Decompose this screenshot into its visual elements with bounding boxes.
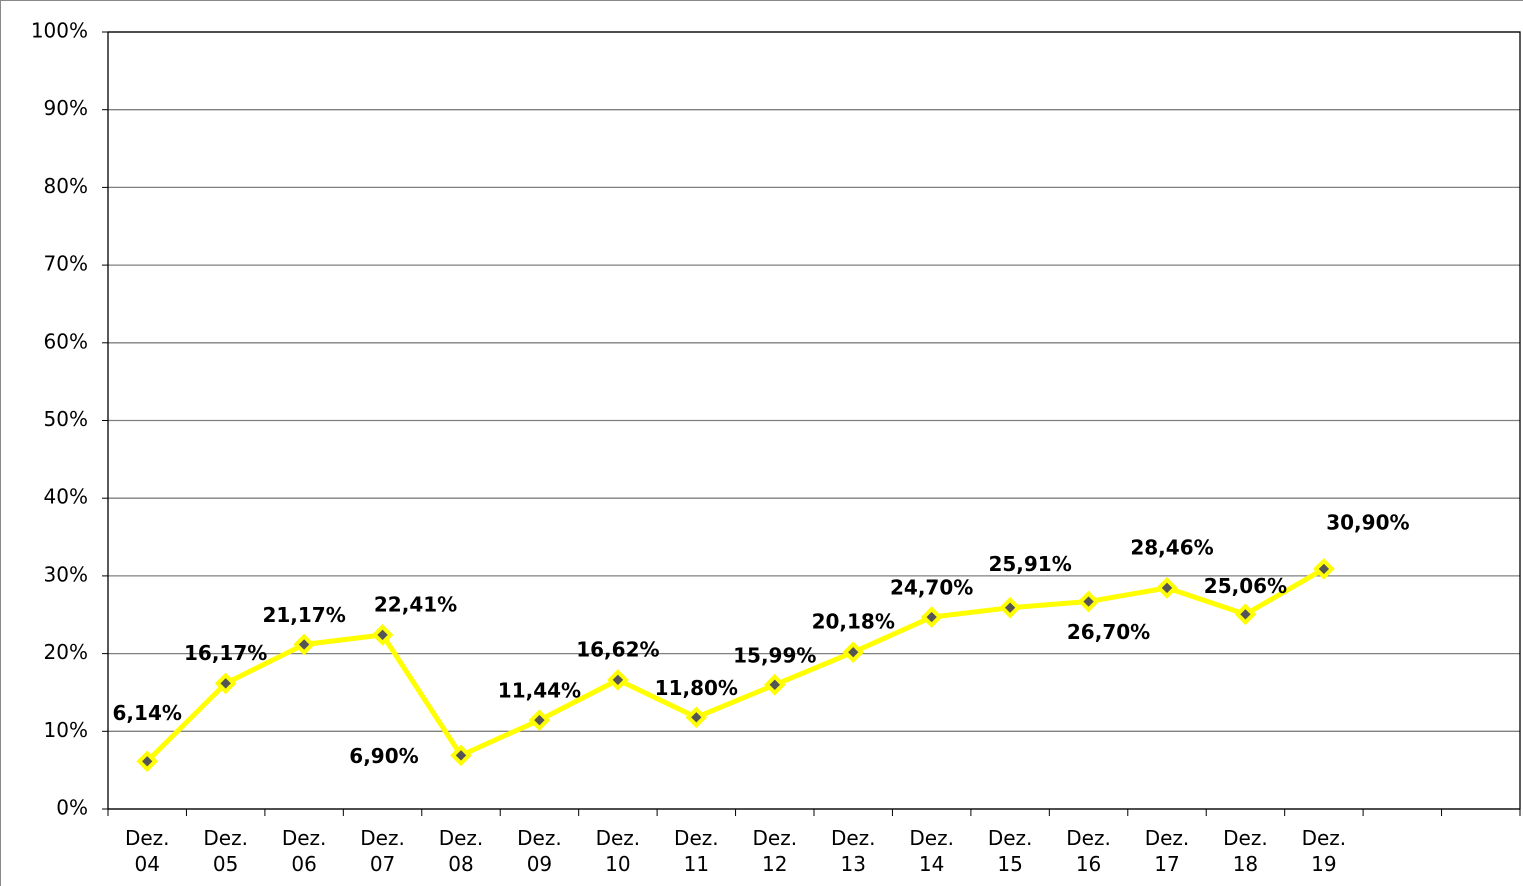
marker: [214, 672, 237, 695]
y-tick-label: 50%: [44, 407, 88, 431]
marker: [1234, 603, 1257, 626]
y-tick-label: 80%: [44, 174, 88, 198]
y-tick-label: 0%: [56, 796, 88, 820]
x-tick-label: Dez. 16: [1066, 826, 1111, 876]
marker: [1313, 558, 1335, 580]
value-label: 6,90%: [349, 744, 418, 768]
value-label: 22,41%: [374, 592, 457, 616]
x-tick-label: Dez. 18: [1223, 826, 1268, 876]
marker: [842, 641, 865, 664]
marker: [528, 709, 551, 731]
y-tick-label: 60%: [44, 329, 88, 353]
y-tick-label: 10%: [44, 718, 88, 742]
marker: [450, 744, 472, 767]
value-label: 16,17%: [184, 641, 267, 665]
x-tick-label: Dez. 04: [124, 826, 170, 876]
x-tick-label: Dez. 07: [360, 826, 405, 876]
x-tick-label: Dez. 19: [1301, 826, 1347, 876]
series-line: [145, 566, 1326, 764]
y-tick-label: 90%: [44, 96, 88, 120]
marker: [371, 624, 394, 646]
x-tick-label: Dez. 09: [517, 826, 562, 876]
value-label: 26,70%: [1067, 620, 1150, 644]
value-label: 6,14%: [113, 701, 182, 725]
y-tick-label: 20%: [44, 640, 88, 664]
value-label: 20,18%: [812, 610, 895, 634]
x-tick-label: Dez. 14: [909, 826, 954, 876]
x-tick-label: Dez. 05: [203, 826, 248, 876]
value-label: 11,44%: [498, 679, 581, 703]
value-label: 30,90%: [1326, 510, 1409, 534]
value-label: 25,91%: [988, 552, 1071, 576]
x-tick-label: Dez. 06: [281, 826, 327, 876]
marker: [1077, 590, 1100, 613]
y-tick-label: 70%: [44, 252, 88, 276]
marker: [1156, 577, 1178, 599]
y-tick-label: 40%: [44, 485, 88, 509]
x-tick-label: Dez. 08: [438, 826, 484, 876]
marker: [607, 669, 629, 691]
value-label: 16,62%: [576, 637, 659, 661]
marker: [920, 606, 943, 628]
x-tick-label: Dez. 15: [987, 826, 1033, 876]
x-tick-label: Dez. 10: [595, 826, 641, 876]
x-tick-label: Dez. 12: [752, 826, 798, 876]
value-label: 21,17%: [262, 603, 345, 627]
marker: [763, 673, 786, 696]
value-label: 11,80%: [655, 676, 738, 700]
x-tick-label: Dez. 13: [830, 826, 876, 876]
y-tick-label: 100%: [31, 19, 88, 43]
marker: [999, 596, 1021, 619]
value-label: 28,46%: [1130, 535, 1213, 559]
value-label: 15,99%: [733, 643, 816, 667]
x-tick-label: Dez. 11: [674, 826, 719, 876]
marker: [293, 633, 315, 656]
value-label: 25,06%: [1204, 574, 1287, 598]
x-tick-label: Dez. 17: [1144, 826, 1190, 876]
marker: [136, 750, 159, 773]
marker: [685, 706, 708, 729]
value-label: 24,70%: [890, 576, 973, 600]
y-tick-label: 30%: [44, 562, 88, 586]
